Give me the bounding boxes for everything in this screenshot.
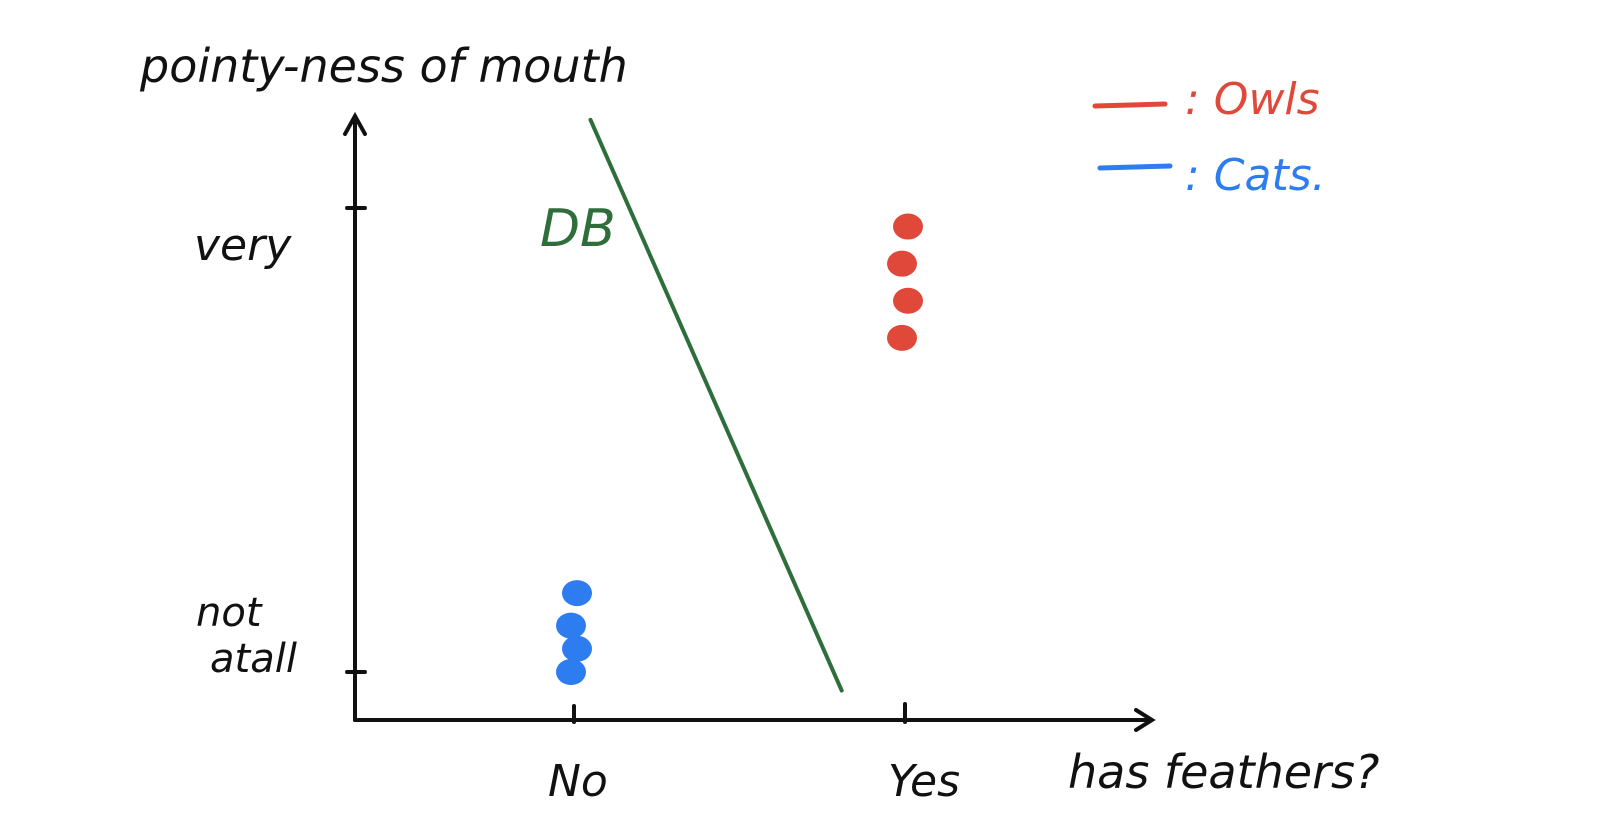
- legend: : Owls : Cats.: [1092, 74, 1326, 201]
- data-point-cats: [562, 580, 592, 607]
- y-axis-arrow: [343, 111, 367, 136]
- data-point-cats: [562, 635, 592, 662]
- data-point-owls: [893, 213, 923, 240]
- axes: [343, 111, 1156, 732]
- y-tick-label-line: not: [196, 590, 263, 636]
- x-tick-label-yes: Yes: [888, 756, 960, 807]
- data-point-owls: [887, 250, 917, 277]
- x-axis-label: has feathers?: [1068, 745, 1379, 799]
- x-tick-label-no: No: [548, 756, 608, 807]
- y-tick-label-very: very: [194, 220, 292, 271]
- data-point-cats: [556, 659, 586, 685]
- y-axis-label: pointy-ness of mouth: [139, 39, 628, 93]
- decision-boundary-label: DB: [540, 199, 616, 259]
- y-tick-label-not-at-all: not atall: [196, 590, 297, 682]
- data-point-owls: [887, 324, 917, 351]
- data-points: [556, 213, 923, 685]
- x-axis-arrow: [1134, 708, 1156, 732]
- decision-boundary-line: [588, 117, 844, 693]
- legend-label-cats: : Cats.: [1185, 150, 1326, 201]
- data-point-owls: [893, 287, 923, 314]
- legend-swatch-owls: [1092, 101, 1168, 109]
- y-tick-label-line: atall: [210, 636, 297, 682]
- data-point-cats: [556, 612, 586, 639]
- legend-swatch-cats: [1097, 163, 1173, 171]
- legend-label-owls: : Owls: [1185, 74, 1320, 125]
